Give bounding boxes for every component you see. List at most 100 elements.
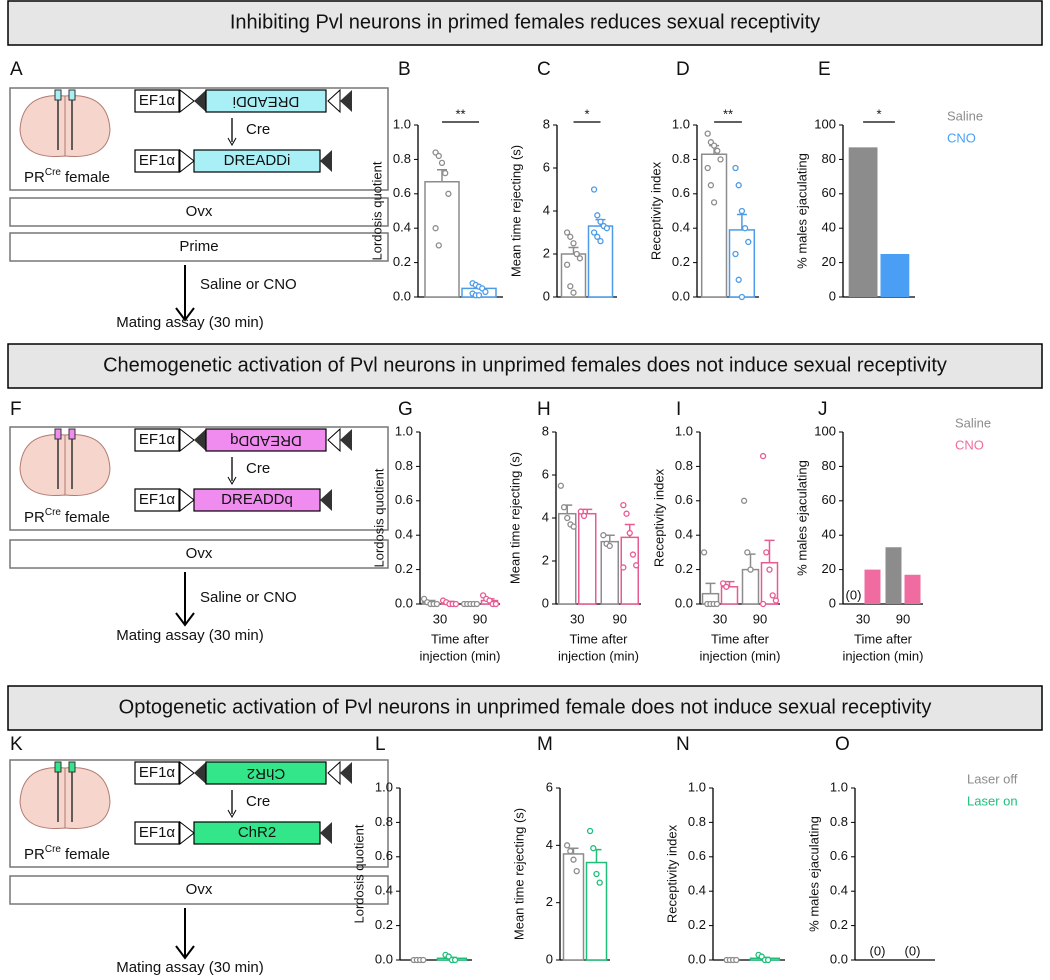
construct-box <box>205 89 327 113</box>
y-tick-label: 0.8 <box>672 151 690 166</box>
annotation: (0) <box>846 587 862 602</box>
error-bar <box>568 246 579 254</box>
data-point <box>629 551 637 558</box>
annotation: (0) <box>905 943 921 958</box>
lox-filled <box>340 90 352 112</box>
data-point <box>738 293 746 301</box>
y-tick-label: 0.6 <box>393 185 411 200</box>
x-axis-label: Time after <box>711 631 770 646</box>
data-point <box>442 170 449 177</box>
y-tick-label: 2 <box>542 552 549 567</box>
y-tick-label: 20 <box>822 561 836 576</box>
y-tick-label: 0.4 <box>672 220 690 235</box>
promoter-box <box>134 488 180 512</box>
data-point <box>473 600 481 608</box>
panel-label: H <box>537 399 551 420</box>
significance: ** <box>455 106 465 121</box>
data-point <box>620 564 627 571</box>
y-axis-label: % males ejaculating <box>794 460 809 576</box>
data-point <box>623 510 630 517</box>
legend-entry: CNO <box>955 437 984 452</box>
step-box <box>9 875 389 905</box>
panel-label: B <box>398 59 411 80</box>
panel-label: M <box>537 734 553 755</box>
y-tick-label: 0.2 <box>672 254 690 269</box>
legend-entry: Saline <box>947 108 983 123</box>
promoter: EF1α <box>139 764 176 781</box>
y-tick-label: 0.4 <box>395 527 413 542</box>
mouse-sup: Cre <box>45 507 62 518</box>
lox-open <box>327 760 341 786</box>
data-point <box>626 529 633 537</box>
data-point <box>747 566 754 573</box>
y-tick-label: 0.8 <box>393 151 411 166</box>
data-point <box>570 523 577 530</box>
y-tick-label: 0.8 <box>675 458 693 473</box>
data-point <box>577 508 584 515</box>
lox-filled <box>320 150 332 172</box>
bar <box>600 540 619 605</box>
promoter: EF1α <box>139 92 176 109</box>
assay: Mating assay (30 min) <box>116 959 264 976</box>
mouse-suffix: female <box>65 169 110 186</box>
lox-filled <box>194 762 206 784</box>
data-point <box>594 233 601 240</box>
schematic-box <box>9 87 389 191</box>
x-axis-label: injection (min) <box>558 648 639 663</box>
data-point <box>435 152 442 160</box>
construct-inverted: ChR2 <box>247 765 285 782</box>
y-tick-label: 80 <box>822 151 836 166</box>
step-box <box>9 232 389 262</box>
bar <box>700 153 728 298</box>
bar <box>864 569 881 604</box>
bar <box>424 181 460 298</box>
data-point <box>763 549 770 556</box>
data-point <box>580 512 588 519</box>
y-tick-label: 0.6 <box>688 848 706 863</box>
data-point <box>769 592 776 599</box>
mouse-suffix: female <box>65 509 110 526</box>
x-axis-label: injection (min) <box>843 648 924 663</box>
y-axis-label: Receptivity index <box>651 468 666 567</box>
data-point <box>564 514 571 522</box>
data-point <box>704 164 711 172</box>
bar <box>562 853 585 961</box>
treatment: Saline or CNO <box>200 276 297 293</box>
mouse-line: PR <box>24 846 45 863</box>
promoter: EF1α <box>139 431 176 448</box>
data-point <box>557 482 564 489</box>
y-tick-label: 0.0 <box>672 288 690 303</box>
panel-label: D <box>676 59 690 80</box>
data-point <box>560 504 568 511</box>
banner <box>7 685 1043 731</box>
data-point <box>590 845 597 852</box>
data-point <box>633 562 640 569</box>
bar <box>578 512 597 605</box>
data-point <box>766 566 773 573</box>
y-tick-label: 100 <box>814 116 836 131</box>
bar <box>620 536 639 605</box>
data-point <box>573 867 580 875</box>
y-tick-label: 4 <box>543 202 550 217</box>
schematic-box <box>9 426 389 531</box>
bar <box>720 586 739 605</box>
y-tick-label: 0.6 <box>672 185 690 200</box>
data-point <box>710 142 718 149</box>
y-tick-label: 0.2 <box>688 917 706 932</box>
y-tick-label: 0.8 <box>395 458 413 473</box>
assay: Mating assay (30 min) <box>116 627 264 644</box>
legend-entry: Saline <box>955 415 991 430</box>
x-tick-label: 90 <box>473 611 487 626</box>
x-axis-label: Time after <box>431 631 490 646</box>
bar <box>741 568 760 605</box>
section-title: Optogenetic activation of Pvl neurons in… <box>119 696 932 718</box>
y-tick-label: 0.2 <box>675 561 693 576</box>
y-tick-label: 1.0 <box>688 779 706 794</box>
data-point <box>567 283 574 290</box>
data-point <box>735 182 742 189</box>
lox-open <box>179 820 195 846</box>
y-tick-label: 0.2 <box>393 254 411 269</box>
y-axis-label: Receptivity index <box>664 824 679 923</box>
y-tick-label: 60 <box>822 185 836 200</box>
fiber-cap <box>68 428 76 440</box>
